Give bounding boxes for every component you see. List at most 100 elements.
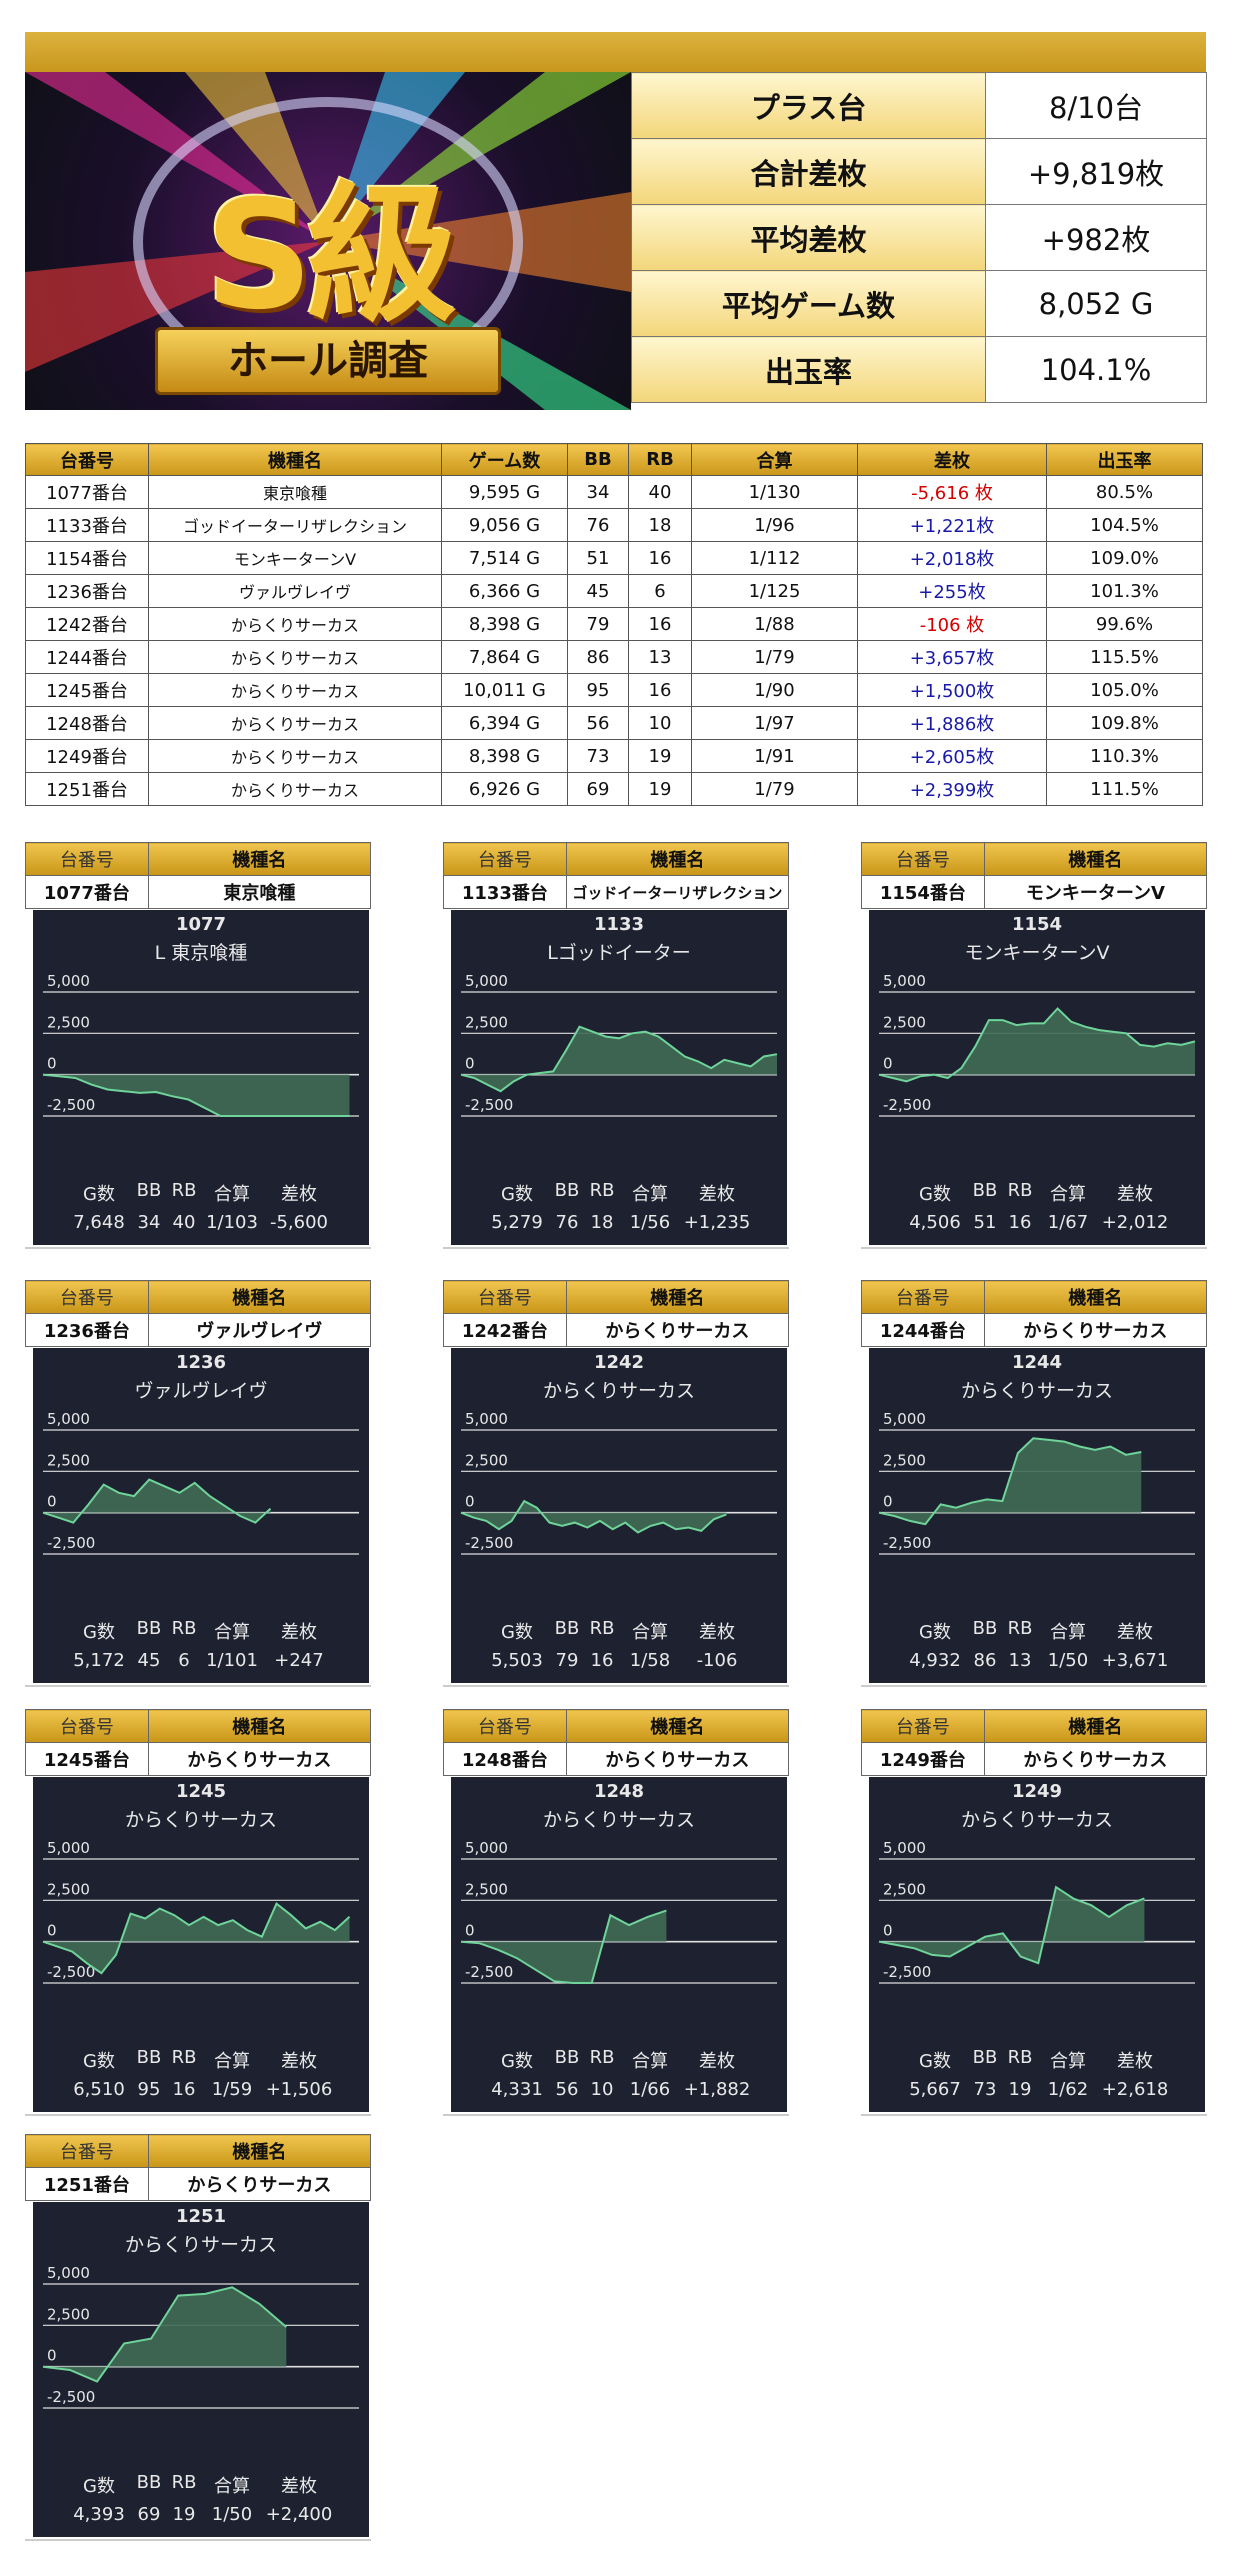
card-model-name: 東京喰種 [147,875,372,909]
graph-title: からくりサーカス [542,1380,695,1402]
cell-rb: 16 [628,607,692,641]
y-tick-label: 2,500 [47,1880,90,1898]
cell-model-name: からくりサーカス [148,772,442,806]
summary-row: 出玉率 104.1% [631,336,1207,403]
stat-label: G数 [501,1184,533,1205]
graph-machine-no: 1248 [593,1781,645,1802]
graph-title: からくりサーカス [542,1809,695,1831]
graph-panel: 1077 L 東京喰種 5,000 2,500 0 -2,500 G数 BB RB 合算 差枚 7,6… [33,910,369,1245]
stat-value: 1/101 [206,1650,258,1671]
card-machine-no: 1077番台 [25,875,149,909]
cell-bb: 95 [567,673,629,707]
cell-rb: 18 [628,508,692,542]
cell-model-name: からくりサーカス [148,607,442,641]
card-bottom-line [861,2114,1207,2116]
stat-value: 16 [172,2079,196,2100]
stat-label: RB [1007,2047,1033,2068]
stat-value: 1/59 [211,2079,253,2100]
cell-gassan: 1/125 [691,574,858,608]
series-line [42,1902,351,1975]
cell-machine-no: 1133番台 [25,508,149,542]
graph-panel: 1236 ヴァルヴレイヴ 5,000 2,500 0 -2,500 G数 BB RB 合算 差枚 5,… [33,1348,369,1683]
cell-rb: 16 [628,673,692,707]
stat-value: 73 [973,2079,997,2100]
graph-panel: 1251 からくりサーカス 5,000 2,500 0 -2,500 G数 BB RB 合算 差枚 4… [33,2202,369,2537]
card-value-row: 1154番台 モンキーターンV [861,875,1208,909]
cell-games: 9,595 G [441,475,568,509]
stat-label: BB [554,1618,580,1639]
stat-label: BB [136,2047,162,2068]
card-value-row: 1248番台 からくりサーカス [443,1742,790,1776]
cell-machine-no: 1248番台 [25,706,149,740]
card-bottom-line [443,1247,789,1249]
card-machine-no: 1242番台 [443,1313,567,1347]
table-row: 1244番台 からくりサーカス 7,864 G 86 13 1/79 +3,657枚 115.… [25,640,1203,674]
y-tick-label: -2,500 [47,1096,95,1114]
y-tick-label: -2,500 [465,1534,513,1552]
y-tick-label: 2,500 [465,1451,508,1469]
stat-label: 合算 [214,1622,250,1643]
stats-value-row: 4,331 56 10 1/66 +1,882 [451,2079,787,2100]
series-area [879,1887,1145,1964]
stat-label: G数 [83,1622,115,1643]
stats-block: G数 BB RB 合算 差枚 6,510 95 16 1/59 +1,506 [33,2047,369,2100]
card-header-name-label: 機種名 [565,1709,790,1743]
banner-logo: S級 ホール調査 [25,72,631,410]
stat-value: 4,331 [491,2079,543,2100]
cell-bb: 76 [567,508,629,542]
graph-machine-no: 1249 [1011,1781,1063,1802]
cell-rb: 40 [628,475,692,509]
stat-label: RB [171,1180,197,1201]
card-header-no-label: 台番号 [861,1709,985,1743]
summary-value: 8,052 G [985,270,1207,337]
card-header-table: 台番号 機種名 1077番台 東京喰種 [25,842,372,909]
cell-gassan: 1/130 [691,475,858,509]
summary-label: 合計差枚 [631,138,986,205]
stats-value-row: 4,506 51 16 1/67 +2,012 [869,1212,1205,1233]
graph-title: モンキーターンV [964,942,1110,964]
stats-value-row: 5,279 76 18 1/56 +1,235 [451,1212,787,1233]
card-header-table: 台番号 機種名 1242番台 からくりサーカス [443,1280,790,1347]
card-model-name: からくりサーカス [565,1313,790,1347]
card-header-table: 台番号 機種名 1154番台 モンキーターンV [861,842,1208,909]
y-tick-label: 2,500 [883,1880,926,1898]
stat-value: +2,012 [1101,1212,1169,1233]
stat-value: 13 [1008,1650,1032,1671]
card-bottom-line [25,2539,371,2541]
stat-value: -106 [696,1650,738,1671]
card-value-row: 1244番台 からくりサーカス [861,1313,1208,1347]
series-area [43,1074,350,1116]
stat-label: 合算 [1050,2051,1086,2072]
cell-gassan: 1/90 [691,673,858,707]
machine-card: 台番号 機種名 1244番台 からくりサーカス 1244 からくりサーカス 5,000 2,5… [861,1280,1208,1690]
cell-diff: -106 枚 [857,607,1047,641]
y-tick-label: 0 [47,2347,57,2365]
graph-area: 5,000 2,500 0 -2,500 [878,972,1196,1117]
graph-area: 5,000 2,500 0 -2,500 [42,1839,359,1984]
stat-value: 1/62 [1047,2079,1089,2100]
column-header: BB [567,443,629,476]
stats-label-row: G数 BB RB 合算 差枚 [451,1180,787,1206]
series-area [461,1501,727,1533]
stats-block: G数 BB RB 合算 差枚 4,506 51 16 1/67 +2,012 [869,1180,1205,1233]
cell-diff: +3,657枚 [857,640,1047,674]
cell-rate: 115.5% [1046,640,1203,674]
y-tick-label: 0 [883,1922,893,1940]
card-header-no-label: 台番号 [443,842,567,876]
y-tick-label: 0 [465,1493,475,1511]
cell-games: 7,864 G [441,640,568,674]
graph-area: 5,000 2,500 0 -2,500 [460,1410,777,1555]
cell-rate: 109.8% [1046,706,1203,740]
y-tick-label: -2,500 [47,1534,95,1552]
summary-label: 平均差枚 [631,204,986,271]
stat-label: BB [972,1618,998,1639]
card-machine-no: 1133番台 [443,875,567,909]
stat-value: +3,671 [1101,1650,1169,1671]
stat-value: 45 [137,1650,161,1671]
card-header-row: 台番号 機種名 [443,1709,790,1743]
cell-bb: 34 [567,475,629,509]
summary-row: 平均差枚 +982枚 [631,204,1207,271]
card-header-table: 台番号 機種名 1248番台 からくりサーカス [443,1709,790,1776]
stat-label: 差枚 [281,2476,317,2497]
cell-gassan: 1/96 [691,508,858,542]
